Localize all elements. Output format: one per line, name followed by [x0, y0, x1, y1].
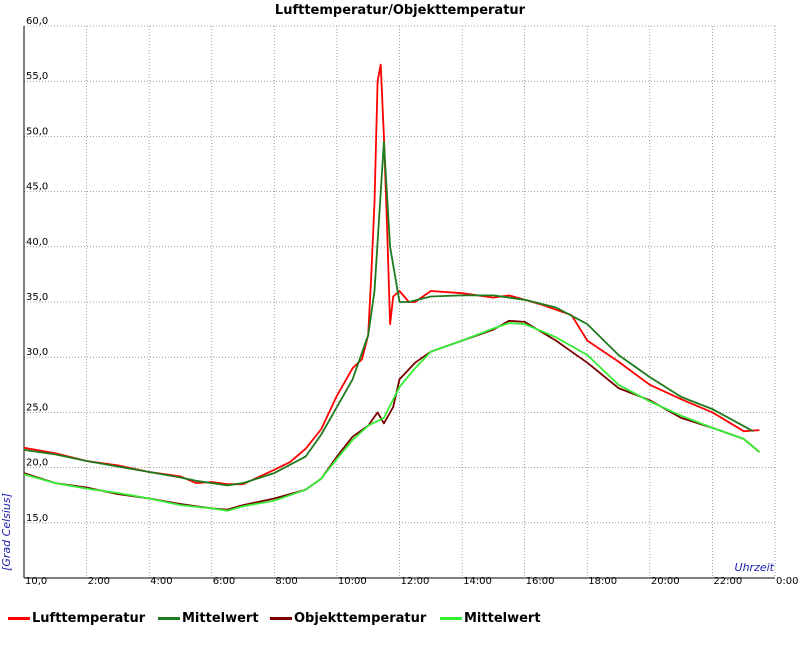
y-tick-label: 30,0	[26, 347, 48, 358]
legend-label: Lufttemperatur	[32, 610, 146, 626]
legend-swatch	[8, 616, 30, 620]
y-tick-label: 15,0	[26, 513, 48, 524]
x-tick-label: 14:00	[463, 576, 492, 587]
x-tick-label: 6:00	[213, 576, 235, 587]
y-tick-label: 55,0	[26, 71, 48, 82]
x-tick-label: 0:00	[776, 576, 798, 587]
legend-item-mittelwert-2: Mittelwert	[440, 608, 541, 628]
y-tick-label: 25,0	[26, 402, 48, 413]
legend-item-lufttemperatur: Lufttemperatur	[8, 608, 145, 628]
x-tick-label: 10:00	[338, 576, 367, 587]
x-tick-label: 22:00	[713, 576, 742, 587]
axes	[23, 26, 775, 579]
y-tick-label: 50,0	[26, 126, 48, 137]
legend-label: Mittelwert	[182, 610, 259, 626]
chart-legend: Lufttemperatur Mittelwert Objekttemperat…	[8, 608, 798, 628]
x-tick-label: 8:00	[275, 576, 297, 587]
y-tick-label: 40,0	[26, 237, 48, 248]
series-line-4	[23, 322, 760, 512]
y-axis-label: [Grad Celsius]	[0, 493, 13, 571]
x-tick-label: 12:00	[401, 576, 430, 587]
x-tick-label: 10,0	[25, 576, 47, 587]
y-tick-label: 35,0	[26, 292, 48, 303]
legend-label: Mittelwert	[464, 610, 541, 626]
x-tick-label: 18:00	[588, 576, 617, 587]
temperature-chart: Lufttemperatur/Objekttemperatur 15,0 20,0…	[0, 3, 798, 587]
x-axis-label: Uhrzeit	[735, 561, 775, 574]
legend-swatch	[270, 616, 292, 620]
series-line-2	[23, 140, 754, 487]
x-tick-label: 2:00	[88, 576, 110, 587]
y-tick-label: 60,0	[26, 16, 48, 27]
y-tick-label: 20,0	[26, 458, 48, 469]
legend-item-objekttemperatur: Objekttemperatur	[270, 608, 426, 628]
chart-title: Lufttemperatur/Objekttemperatur	[275, 3, 526, 18]
legend-swatch	[440, 616, 462, 620]
x-tick-label: 4:00	[150, 576, 172, 587]
y-tick-label: 45,0	[26, 182, 48, 193]
legend-item-mittelwert-1: Mittelwert	[158, 608, 259, 628]
series-lines	[23, 63, 760, 512]
legend-label: Objekttemperatur	[294, 610, 427, 626]
tick-labels: 15,0 20,0 25,0 30,0 35,0 40,0 45,0 50,0 55,0 60,0…	[25, 16, 798, 587]
x-tick-label: 16:00	[526, 576, 555, 587]
legend-swatch	[158, 616, 180, 620]
x-tick-label: 20:00	[651, 576, 680, 587]
